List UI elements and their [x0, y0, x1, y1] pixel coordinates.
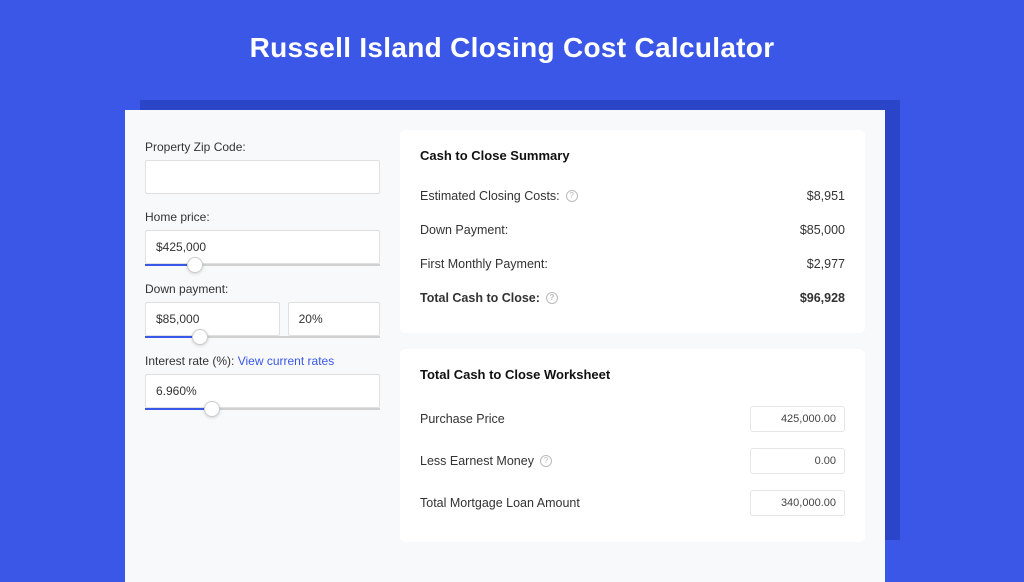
help-icon[interactable]: ?: [546, 292, 558, 304]
home-price-label: Home price:: [145, 210, 380, 224]
home-price-slider[interactable]: [145, 264, 380, 266]
summary-row-value: $2,977: [807, 257, 845, 271]
results-column: Cash to Close Summary Estimated Closing …: [400, 130, 865, 542]
summary-panel: Cash to Close Summary Estimated Closing …: [400, 130, 865, 333]
summary-row-value: $96,928: [800, 291, 845, 305]
worksheet-label-text: Purchase Price: [420, 412, 505, 426]
summary-label-text: Down Payment:: [420, 223, 508, 237]
input-column: Property Zip Code: Home price: Down paym…: [145, 130, 380, 542]
slider-thumb-icon[interactable]: [204, 401, 220, 417]
zip-input[interactable]: [145, 160, 380, 194]
home-price-input[interactable]: [145, 230, 380, 264]
help-icon[interactable]: ?: [540, 455, 552, 467]
down-payment-amount-input[interactable]: [145, 302, 280, 336]
worksheet-row-label: Total Mortgage Loan Amount: [420, 496, 580, 510]
summary-row-label: Estimated Closing Costs:?: [420, 189, 578, 203]
down-payment-slider[interactable]: [145, 336, 380, 338]
worksheet-label-text: Total Mortgage Loan Amount: [420, 496, 580, 510]
summary-row: Down Payment: $85,000: [420, 213, 845, 247]
worksheet-value-input[interactable]: [750, 448, 845, 474]
zip-label: Property Zip Code:: [145, 140, 380, 154]
interest-rate-input[interactable]: [145, 374, 380, 408]
worksheet-label-text: Less Earnest Money: [420, 454, 534, 468]
slider-thumb-icon[interactable]: [192, 329, 208, 345]
interest-rate-label-text: Interest rate (%):: [145, 354, 234, 368]
summary-row-value: $85,000: [800, 223, 845, 237]
summary-row-value: $8,951: [807, 189, 845, 203]
down-payment-label: Down payment:: [145, 282, 380, 296]
interest-rate-label: Interest rate (%): View current rates: [145, 354, 380, 368]
down-payment-percent-input[interactable]: [288, 302, 380, 336]
summary-label-text: Estimated Closing Costs:: [420, 189, 560, 203]
summary-row-label: Total Cash to Close:?: [420, 291, 558, 305]
interest-rate-group: Interest rate (%): View current rates: [145, 354, 380, 410]
summary-row-label: Down Payment:: [420, 223, 508, 237]
view-rates-link[interactable]: View current rates: [238, 354, 335, 368]
calculator-card: Property Zip Code: Home price: Down paym…: [125, 110, 885, 582]
summary-rows: Estimated Closing Costs:? $8,951 Down Paym…: [420, 179, 845, 315]
summary-label-text: Total Cash to Close:: [420, 291, 540, 305]
summary-row-label: First Monthly Payment:: [420, 257, 548, 271]
worksheet-title: Total Cash to Close Worksheet: [420, 367, 845, 382]
interest-rate-slider[interactable]: [145, 408, 380, 410]
worksheet-value-input[interactable]: [750, 490, 845, 516]
zip-group: Property Zip Code:: [145, 140, 380, 194]
summary-row: First Monthly Payment: $2,977: [420, 247, 845, 281]
summary-label-text: First Monthly Payment:: [420, 257, 548, 271]
worksheet-panel: Total Cash to Close Worksheet Purchase P…: [400, 349, 865, 542]
summary-title: Cash to Close Summary: [420, 148, 845, 163]
worksheet-row-label: Purchase Price: [420, 412, 505, 426]
worksheet-row-label: Less Earnest Money?: [420, 454, 552, 468]
slider-thumb-icon[interactable]: [187, 257, 203, 273]
help-icon[interactable]: ?: [566, 190, 578, 202]
summary-row: Total Cash to Close:? $96,928: [420, 281, 845, 315]
page-title: Russell Island Closing Cost Calculator: [0, 0, 1024, 88]
home-price-group: Home price:: [145, 210, 380, 266]
summary-row: Estimated Closing Costs:? $8,951: [420, 179, 845, 213]
worksheet-row: Total Mortgage Loan Amount: [420, 482, 845, 524]
worksheet-row: Less Earnest Money?: [420, 440, 845, 482]
down-payment-group: Down payment:: [145, 282, 380, 338]
worksheet-value-input[interactable]: [750, 406, 845, 432]
worksheet-row: Purchase Price: [420, 398, 845, 440]
worksheet-rows: Purchase Price Less Earnest Money? Total M…: [420, 398, 845, 524]
